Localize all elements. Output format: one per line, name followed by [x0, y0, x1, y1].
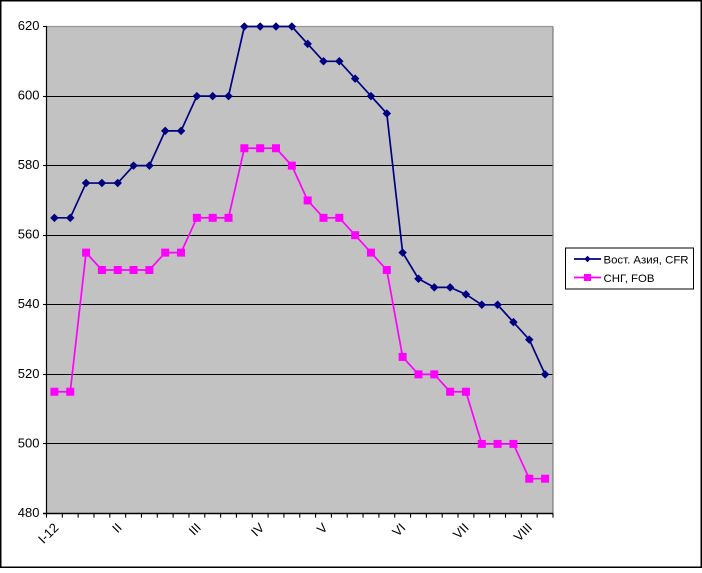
svg-text:480: 480: [18, 505, 40, 520]
svg-text:520: 520: [18, 366, 40, 381]
svg-text:540: 540: [18, 296, 40, 311]
svg-text:500: 500: [18, 435, 40, 450]
svg-text:Вост. Азия, CFR: Вост. Азия, CFR: [604, 254, 689, 266]
svg-text:СНГ, FOB: СНГ, FOB: [604, 273, 655, 285]
svg-text:580: 580: [18, 157, 40, 172]
svg-text:600: 600: [18, 87, 40, 102]
svg-text:620: 620: [18, 18, 40, 33]
svg-text:560: 560: [18, 227, 40, 242]
